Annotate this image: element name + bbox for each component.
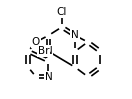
Text: N: N	[71, 30, 79, 40]
Text: N: N	[45, 72, 52, 82]
Text: O: O	[32, 37, 40, 47]
Text: N: N	[45, 46, 52, 56]
Text: Br: Br	[38, 46, 49, 56]
Text: Cl: Cl	[57, 7, 67, 17]
